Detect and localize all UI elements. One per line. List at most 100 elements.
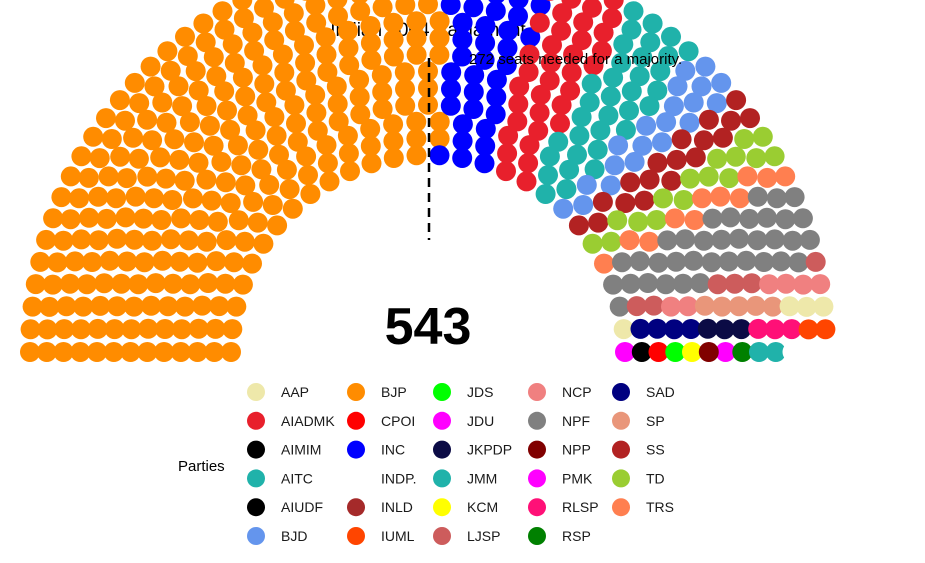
seat-dot xyxy=(702,208,723,229)
legend-swatch-aiadmk xyxy=(247,411,265,430)
seat-dot xyxy=(316,135,337,156)
seat-dot xyxy=(306,102,327,123)
seat-dot xyxy=(615,119,636,140)
seat-dot xyxy=(217,100,237,121)
seat-dot xyxy=(573,195,594,215)
seat-dot xyxy=(183,188,203,209)
seat-dot xyxy=(732,342,753,362)
seat-dot xyxy=(244,40,265,61)
seat-dot xyxy=(673,190,694,210)
legend-label-indp: INDP. xyxy=(381,470,417,486)
seat-dot xyxy=(262,195,283,215)
seat-dot xyxy=(624,151,645,172)
chart-title: Indian 2004 Parliament xyxy=(330,20,526,41)
seat-dot xyxy=(615,342,635,362)
seat-dot xyxy=(235,86,256,107)
seat-dot xyxy=(319,171,340,192)
seat-dot xyxy=(667,76,688,97)
seat-dot xyxy=(608,135,629,156)
seat-dot xyxy=(746,148,767,169)
seat-dot xyxy=(429,111,450,132)
seat-dot xyxy=(129,93,150,114)
seat-dot xyxy=(233,8,254,29)
legend-swatch-aimim xyxy=(247,440,265,459)
seat-dot xyxy=(691,76,712,97)
seat-dot xyxy=(351,0,368,4)
seat-dot xyxy=(683,92,704,113)
seat-dot xyxy=(338,143,359,164)
legend-label-cpoi: CPOI xyxy=(381,413,415,429)
seat-dot xyxy=(120,342,141,362)
seat-dot xyxy=(509,76,530,97)
seat-dot xyxy=(418,61,438,82)
seat-dot xyxy=(350,104,371,125)
legend-swatch-rsp xyxy=(528,527,546,545)
seat-dot xyxy=(752,126,773,147)
seat-dot xyxy=(440,95,461,116)
seat-dot xyxy=(619,100,639,121)
seat-dot xyxy=(214,81,235,102)
seat-dot xyxy=(231,155,252,176)
seat-dot xyxy=(765,319,785,340)
seat-dot xyxy=(39,296,60,317)
seat-dot xyxy=(169,149,190,170)
seat-dot xyxy=(628,211,649,232)
seat-dot xyxy=(248,139,269,160)
seat-dot xyxy=(729,188,750,209)
seat-dot xyxy=(518,153,539,174)
seat-dot xyxy=(88,230,109,251)
seat-dot xyxy=(360,16,381,36)
seat-dot xyxy=(519,135,540,156)
seat-dot xyxy=(361,153,382,174)
seat-dot xyxy=(264,107,285,127)
seat-dot xyxy=(680,168,701,189)
seat-dot xyxy=(664,208,685,229)
seat-dot xyxy=(169,251,190,272)
seat-dot xyxy=(275,80,296,101)
seat-dot xyxy=(317,62,338,82)
seat-dot xyxy=(762,296,783,317)
seat-dot xyxy=(222,34,243,55)
seat-dot xyxy=(264,30,285,51)
seat-dot xyxy=(171,208,192,229)
seat-dot xyxy=(125,186,146,207)
seat-dot xyxy=(631,342,652,362)
majority-annotation: 272 seats needed for a majority. xyxy=(469,51,682,68)
seat-dot xyxy=(775,166,796,187)
seat-dot xyxy=(172,96,193,117)
seat-dot xyxy=(637,273,658,293)
seat-dot xyxy=(90,295,111,316)
seat-dot xyxy=(226,296,247,317)
seat-dot xyxy=(684,210,705,230)
legend-swatch-td xyxy=(612,469,630,488)
seat-dot xyxy=(561,62,582,83)
seat-dot xyxy=(698,342,719,362)
seat-dot xyxy=(245,120,266,141)
seat-dot xyxy=(571,30,592,51)
seat-dot xyxy=(693,130,714,151)
seat-dot xyxy=(227,135,248,156)
legend-label-jkpdp: JKPDP xyxy=(467,442,512,458)
seat-dot xyxy=(195,32,216,53)
seat-dot xyxy=(406,128,427,149)
seat-dot xyxy=(43,208,64,229)
seat-dot xyxy=(535,184,556,204)
seat-dot xyxy=(485,104,506,125)
seat-dot xyxy=(137,166,158,187)
seat-dot xyxy=(232,274,253,295)
seat-dot xyxy=(556,179,577,200)
seat-dot xyxy=(639,169,660,190)
seat-dot xyxy=(657,230,678,251)
seat-dot xyxy=(553,198,574,219)
seat-dot xyxy=(272,44,293,65)
legend-label-kcm: KCM xyxy=(467,499,498,515)
seat-dot xyxy=(626,296,647,317)
seat-dot xyxy=(383,114,404,135)
legend-label-ss: SS xyxy=(646,442,665,458)
seat-dot xyxy=(51,187,72,208)
seat-dot xyxy=(56,296,77,317)
seat-dot xyxy=(728,296,749,317)
seat-dot xyxy=(731,319,752,340)
seat-dot xyxy=(328,111,349,132)
seat-dot xyxy=(813,296,834,317)
